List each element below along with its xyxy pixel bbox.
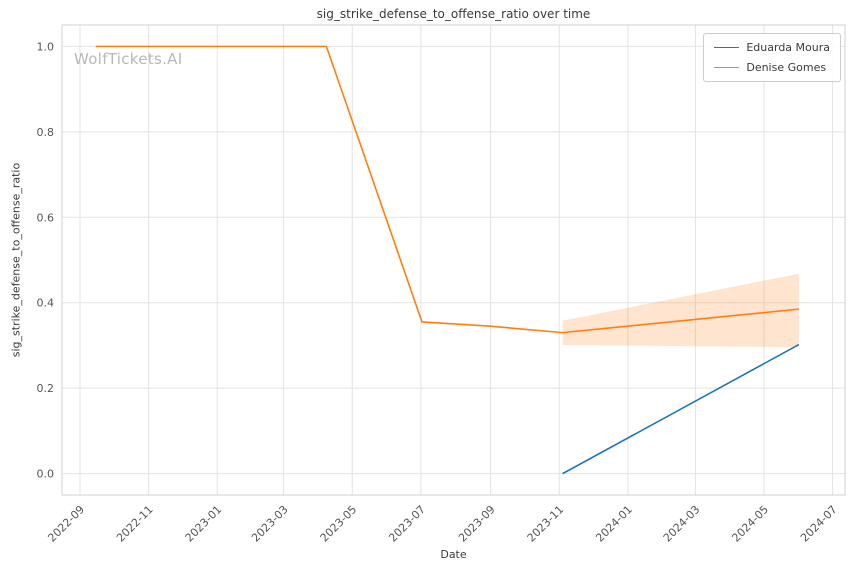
x-tick-label: 2024-01 bbox=[593, 503, 635, 545]
y-tick-label: 0.2 bbox=[37, 382, 55, 395]
confidence-band bbox=[562, 273, 799, 348]
legend-line-swatch-denise-gomes bbox=[714, 67, 740, 68]
x-tick-label: 2022-09 bbox=[45, 503, 87, 545]
x-tick-label: 2023-09 bbox=[456, 503, 498, 545]
y-tick-label: 0.4 bbox=[37, 297, 55, 310]
legend-line-swatch-eduarda-moura bbox=[714, 47, 740, 48]
x-tick-label: 2024-05 bbox=[729, 503, 771, 545]
x-tick-label: 2023-07 bbox=[386, 503, 428, 545]
y-axis-label: sig_strike_defense_to_offense_ratio bbox=[9, 162, 23, 358]
y-tick-label: 0.8 bbox=[37, 126, 55, 139]
x-tick-label: 2024-07 bbox=[798, 503, 840, 545]
legend-label: Eduarda Moura bbox=[746, 41, 830, 54]
y-tick-label: 0.6 bbox=[37, 211, 55, 224]
series-line-eduarda-moura bbox=[562, 343, 800, 475]
plot-border bbox=[61, 24, 846, 496]
watermark: WolfTickets.AI bbox=[74, 50, 183, 68]
y-tick-labels: 0.0 0.2 0.4 0.6 0.8 1.0 bbox=[37, 40, 55, 480]
y-tick-label: 0.0 bbox=[37, 468, 55, 481]
x-tick-label: 2024-03 bbox=[661, 503, 703, 545]
x-tick-label: 2023-03 bbox=[249, 503, 291, 545]
x-axis-label: Date bbox=[440, 548, 467, 561]
x-tick-label: 2023-11 bbox=[525, 503, 567, 545]
legend-label: Denise Gomes bbox=[746, 61, 827, 74]
x-tick-labels: 2022-09 2022-11 2023-01 2023-03 2023-05 2023-… bbox=[45, 503, 839, 545]
legend: Eduarda Moura Denise Gomes bbox=[703, 33, 841, 82]
y-tick-label: 1.0 bbox=[37, 40, 55, 53]
x-tick-label: 2023-01 bbox=[183, 503, 225, 545]
x-tick-label: 2023-05 bbox=[318, 503, 360, 545]
series-line-denise-gomes bbox=[95, 45, 799, 334]
legend-item: Eduarda Moura bbox=[714, 39, 830, 56]
x-tick-label: 2022-11 bbox=[114, 503, 156, 545]
gridlines bbox=[62, 25, 845, 495]
chart-title: sig_strike_defense_to_offense_ratio over… bbox=[316, 7, 591, 21]
legend-item: Denise Gomes bbox=[714, 59, 830, 76]
